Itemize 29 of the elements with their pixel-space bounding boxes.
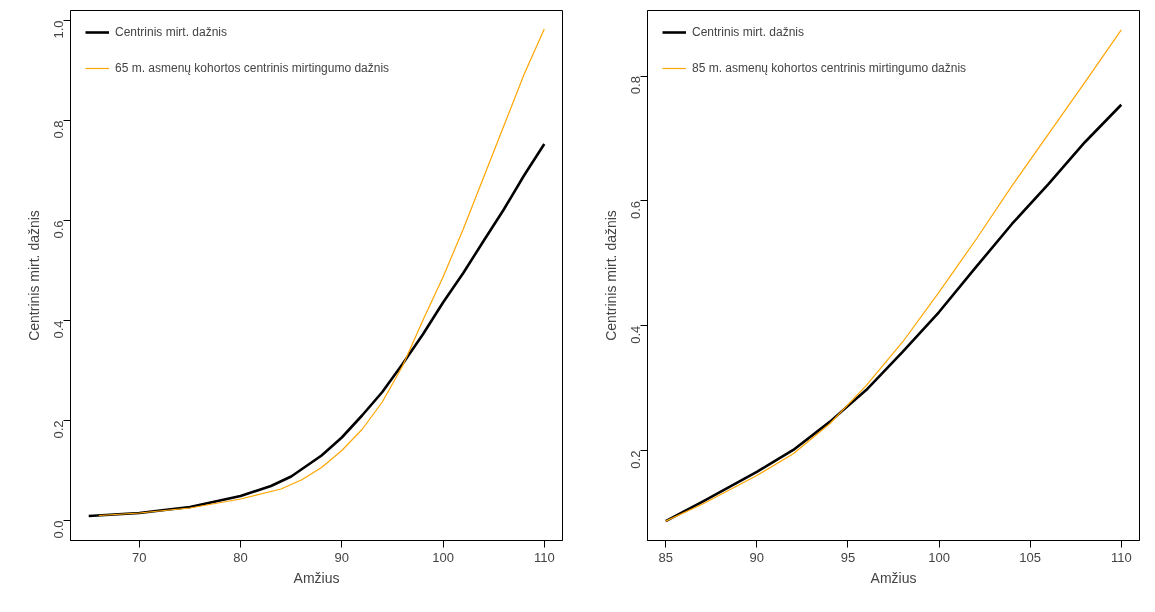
x-tick-label: 110 [1110,549,1132,565]
y-tick-label: 0.4 [628,325,643,344]
x-tick-label: 95 [840,549,856,565]
y-tick-label: 0.2 [51,420,66,439]
legend-label: 85 m. asmenų kohortos centrinis mirtingumo dažnis [692,61,967,75]
x-axis-title: Amžius [293,569,340,586]
legend-label: Centrinis mirt. dažnis [692,25,805,39]
y-tick-label: 1.0 [51,20,66,39]
x-tick-label: 100 [432,549,454,565]
y-axis-title: Centrinis mirt. dažnis [602,210,619,341]
legend-label: 65 m. asmenų kohortos centrinis mirtingumo dažnis [115,61,390,75]
x-tick-label: 90 [334,549,350,565]
x-tick-label: 85 [658,549,673,565]
x-axis-title: Amžius [870,569,917,586]
y-tick-label: 0.4 [51,320,66,339]
y-tick-label: 0.6 [51,220,66,239]
x-tick-label: 100 [928,549,950,565]
x-tick-label: 90 [749,549,765,565]
y-tick-label: 0.2 [628,450,643,469]
x-tick-label: 105 [1019,549,1042,565]
y-tick-label: 0.6 [628,200,643,219]
y-tick-label: 0.0 [51,520,66,539]
legend-label: Centrinis mirt. dažnis [115,25,228,39]
x-tick-label: 70 [132,549,147,565]
y-tick-label: 0.8 [628,76,643,95]
x-tick-label: 80 [233,549,248,565]
y-axis-title: Centrinis mirt. dažnis [25,210,42,341]
y-tick-label: 0.8 [51,120,66,139]
x-tick-label: 110 [533,549,555,565]
